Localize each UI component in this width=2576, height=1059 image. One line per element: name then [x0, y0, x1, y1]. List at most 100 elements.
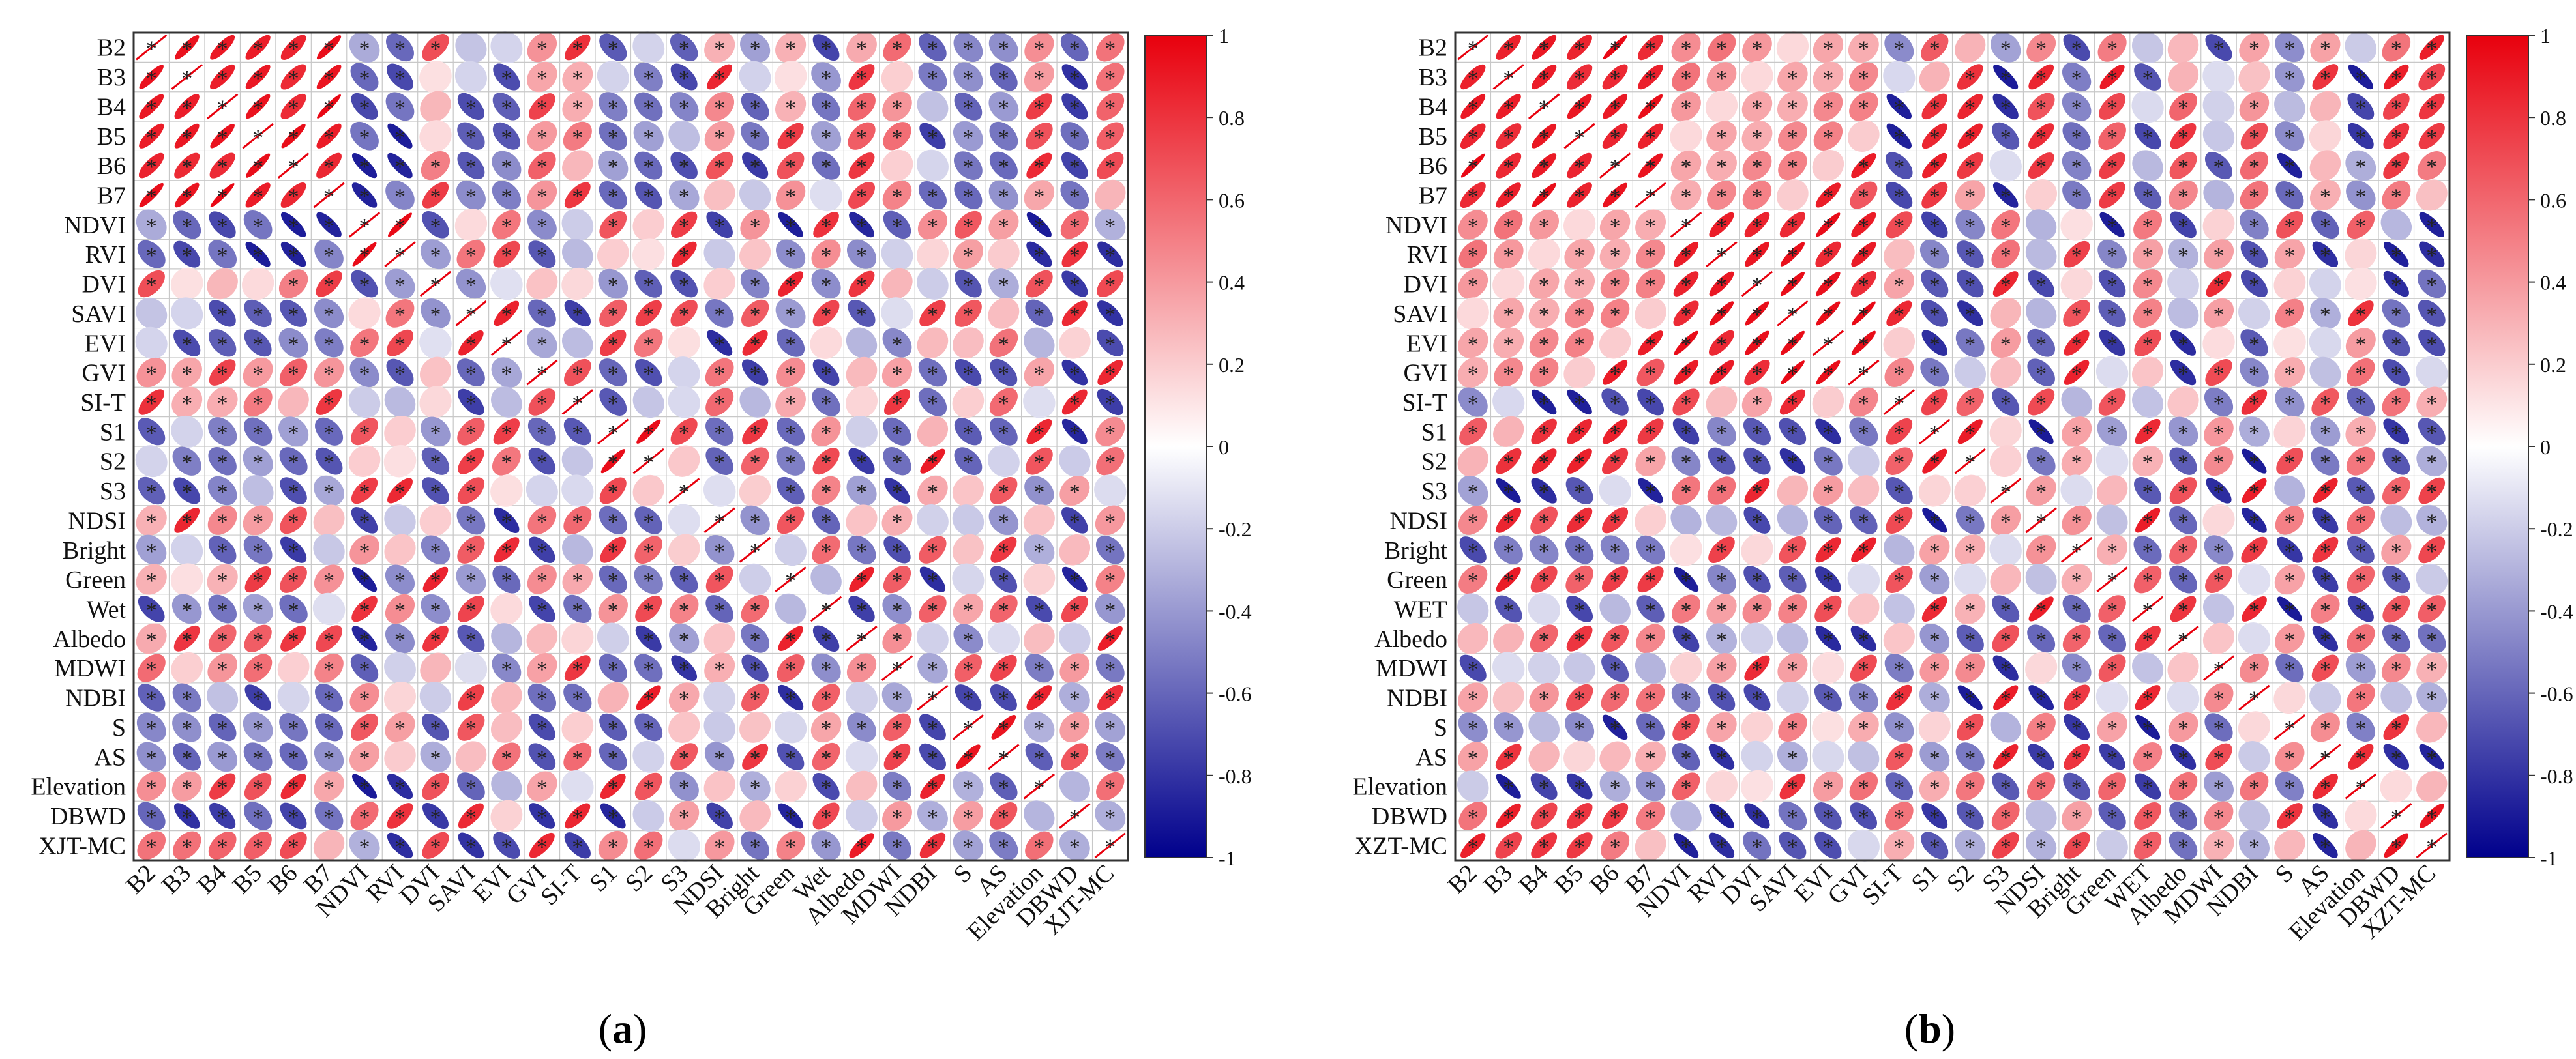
a-sig-star: *	[430, 480, 441, 504]
a-diag-mark	[348, 211, 381, 238]
a-sig-star: *	[891, 835, 902, 859]
a-sig-star: *	[501, 569, 512, 593]
b-sig-star: *	[1716, 540, 1727, 564]
a-corr-ellipse	[526, 474, 558, 507]
b-sig-star: *	[1610, 421, 1621, 445]
b-sig-star: *	[1858, 776, 1869, 800]
a-y-tick-label: S3	[100, 478, 126, 505]
b-sig-star: *	[1929, 362, 1940, 386]
a-corr-ellipse	[421, 447, 450, 475]
a-sig-star: *	[1104, 392, 1116, 416]
a-y-tick-label: Wet	[87, 596, 126, 623]
b-sig-star: *	[1539, 688, 1550, 712]
b-sig-star: *	[1539, 480, 1550, 504]
b-sig-star: *	[1929, 776, 1940, 800]
a-corr-ellipse	[705, 152, 733, 179]
a-corr-ellipse	[848, 92, 876, 121]
b-sig-star: *	[1716, 244, 1727, 268]
a-sig-star: *	[821, 155, 832, 179]
a-sig-star: *	[466, 421, 477, 445]
a-colorbar-tick-label: 0.4	[1219, 271, 1245, 295]
a-sig-star: *	[252, 332, 263, 356]
a-sig-star: *	[394, 480, 406, 504]
a-sig-star: *	[359, 835, 370, 859]
b-y-tick-label: GVI	[1403, 360, 1447, 387]
b-sig-star: *	[1751, 451, 1762, 475]
a-corr-ellipse	[1061, 507, 1088, 534]
a-sig-star: *	[962, 421, 973, 445]
a-sig-star: *	[181, 244, 192, 268]
a-sig-star: *	[679, 37, 690, 61]
a-corr-ellipse	[634, 181, 662, 209]
a-corr-ellipse	[742, 152, 769, 179]
b-sig-star: *	[2142, 244, 2154, 268]
a-corr-ellipse	[454, 209, 488, 241]
a-sig-star: *	[146, 126, 157, 150]
a-corr-ellipse	[173, 329, 201, 356]
a-sig-star: *	[998, 421, 1009, 445]
a-corr-ellipse	[245, 94, 271, 119]
a-diag-mark	[668, 478, 700, 504]
b-sig-star: *	[1681, 274, 1692, 298]
a-sig-star: *	[1104, 66, 1116, 91]
b-sig-star: *	[1681, 96, 1692, 120]
a-sig-star: *	[891, 214, 902, 239]
a-corr-ellipse	[670, 300, 698, 327]
a-corr-ellipse	[670, 152, 698, 179]
a-sig-star: *	[323, 628, 334, 652]
b-sig-star: *	[1858, 155, 1869, 179]
a-corr-ellipse	[527, 327, 557, 358]
a-sig-star: *	[359, 274, 370, 298]
a-sig-star: *	[1033, 480, 1044, 504]
a-sig-star: *	[608, 184, 619, 209]
a-sig-star: *	[785, 628, 796, 652]
b-sig-star: *	[2391, 155, 2402, 179]
a-corr-ellipse	[527, 417, 556, 446]
b-sig-star: *	[1751, 688, 1762, 712]
a-corr-ellipse	[634, 270, 662, 298]
b-sig-star: *	[2391, 332, 2402, 356]
a-sig-star: *	[785, 303, 796, 327]
b-sig-star: *	[2355, 332, 2366, 356]
a-sig-star: *	[1069, 569, 1080, 593]
a-sig-star: *	[608, 214, 619, 239]
b-sig-star: *	[1787, 598, 1798, 622]
b-sig-star: *	[1645, 96, 1656, 120]
a-corr-ellipse	[455, 31, 487, 63]
a-sig-star: *	[572, 598, 583, 622]
a-sig-star: *	[821, 717, 832, 741]
b-sig-star: *	[1893, 126, 1904, 150]
a-y-tick-label: DVI	[81, 271, 126, 298]
a-corr-ellipse	[139, 123, 164, 149]
a-sig-star: *	[323, 66, 334, 91]
b-sig-star: *	[1539, 540, 1550, 564]
a-corr-ellipse	[138, 270, 165, 298]
a-sig-star: *	[146, 66, 157, 91]
a-corr-ellipse	[528, 240, 556, 268]
b-sig-star: *	[2426, 540, 2437, 564]
a-sig-star: *	[359, 569, 370, 593]
b-sig-star: *	[2355, 688, 2366, 712]
b-sig-star: *	[1468, 717, 1479, 741]
a-corr-ellipse	[883, 536, 911, 564]
a-corr-ellipse	[848, 270, 875, 297]
b-sig-star: *	[2178, 717, 2189, 741]
b-sig-star: *	[1787, 244, 1798, 268]
a-sig-star: *	[927, 480, 938, 504]
b-sig-star: *	[2249, 598, 2260, 622]
a-corr-ellipse	[990, 477, 1018, 505]
a-sig-star: *	[1033, 214, 1044, 239]
a-sig-star: *	[466, 451, 477, 475]
b-sig-star: *	[2142, 688, 2154, 712]
a-corr-ellipse	[136, 504, 167, 536]
b-colorbar-tick-label: 0.6	[2540, 188, 2566, 212]
a-sig-star: *	[1069, 37, 1080, 61]
b-sig-star: *	[1893, 658, 1904, 682]
a-corr-ellipse	[564, 358, 591, 386]
b-sig-star: *	[1503, 332, 1514, 356]
a-corr-ellipse	[742, 330, 768, 356]
a-sig-star: *	[537, 658, 548, 682]
b-sig-star: *	[1574, 332, 1585, 356]
a-corr-ellipse	[848, 299, 876, 327]
b-sig-star: *	[1645, 598, 1656, 622]
